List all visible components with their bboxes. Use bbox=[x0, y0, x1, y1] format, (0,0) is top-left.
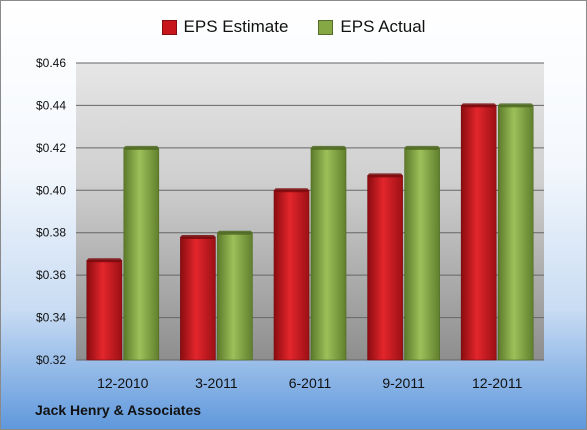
bar-eps-estimate bbox=[180, 236, 216, 361]
x-tick-label: 12-2011 bbox=[472, 375, 523, 391]
y-tick-label: $0.42 bbox=[36, 141, 66, 155]
legend-swatch-actual bbox=[318, 19, 334, 35]
legend: EPS Estimate EPS Actual bbox=[1, 17, 586, 37]
bar-eps-estimate bbox=[86, 259, 123, 361]
legend-label-estimate: EPS Estimate bbox=[183, 17, 289, 36]
bar-eps-actual bbox=[310, 147, 347, 361]
bar-top-cap bbox=[180, 234, 215, 239]
bar-top-cap bbox=[311, 145, 346, 150]
bar-top-cap bbox=[368, 173, 403, 178]
bar-top-cap bbox=[217, 230, 252, 235]
bar-top-cap bbox=[124, 145, 159, 150]
bar-top-cap bbox=[461, 103, 496, 108]
bar-top-cap bbox=[498, 103, 533, 108]
x-tick-label: 12-2010 bbox=[97, 375, 149, 391]
company-name: Jack Henry & Associates bbox=[35, 402, 202, 418]
x-tick-label: 3-2011 bbox=[195, 375, 238, 391]
bar-eps-actual bbox=[123, 147, 160, 361]
x-tick-label: 6-2011 bbox=[289, 375, 332, 391]
bar-eps-estimate bbox=[273, 189, 310, 361]
y-tick-label: $0.34 bbox=[36, 311, 66, 325]
bar-eps-actual bbox=[217, 232, 253, 361]
legend-label-actual: EPS Actual bbox=[340, 17, 426, 36]
y-tick-label: $0.38 bbox=[36, 226, 66, 240]
bar-eps-actual bbox=[497, 105, 534, 361]
legend-swatch-estimate bbox=[161, 19, 177, 35]
bar-top-cap bbox=[87, 258, 122, 263]
x-tick-label: 9-2011 bbox=[382, 375, 425, 391]
y-tick-label: $0.40 bbox=[36, 183, 66, 197]
legend-item-actual: EPS Actual bbox=[318, 17, 425, 37]
y-tick-label: $0.46 bbox=[36, 56, 66, 70]
legend-item-estimate: EPS Estimate bbox=[161, 17, 289, 37]
bar-eps-actual bbox=[404, 147, 440, 361]
y-tick-label: $0.32 bbox=[36, 353, 66, 367]
bar-top-cap bbox=[405, 145, 440, 150]
bar-eps-estimate bbox=[367, 175, 403, 361]
y-tick-label: $0.36 bbox=[36, 268, 66, 282]
y-tick-label: $0.44 bbox=[36, 98, 66, 112]
bar-top-cap bbox=[274, 188, 309, 193]
bar-eps-estimate bbox=[460, 105, 497, 361]
